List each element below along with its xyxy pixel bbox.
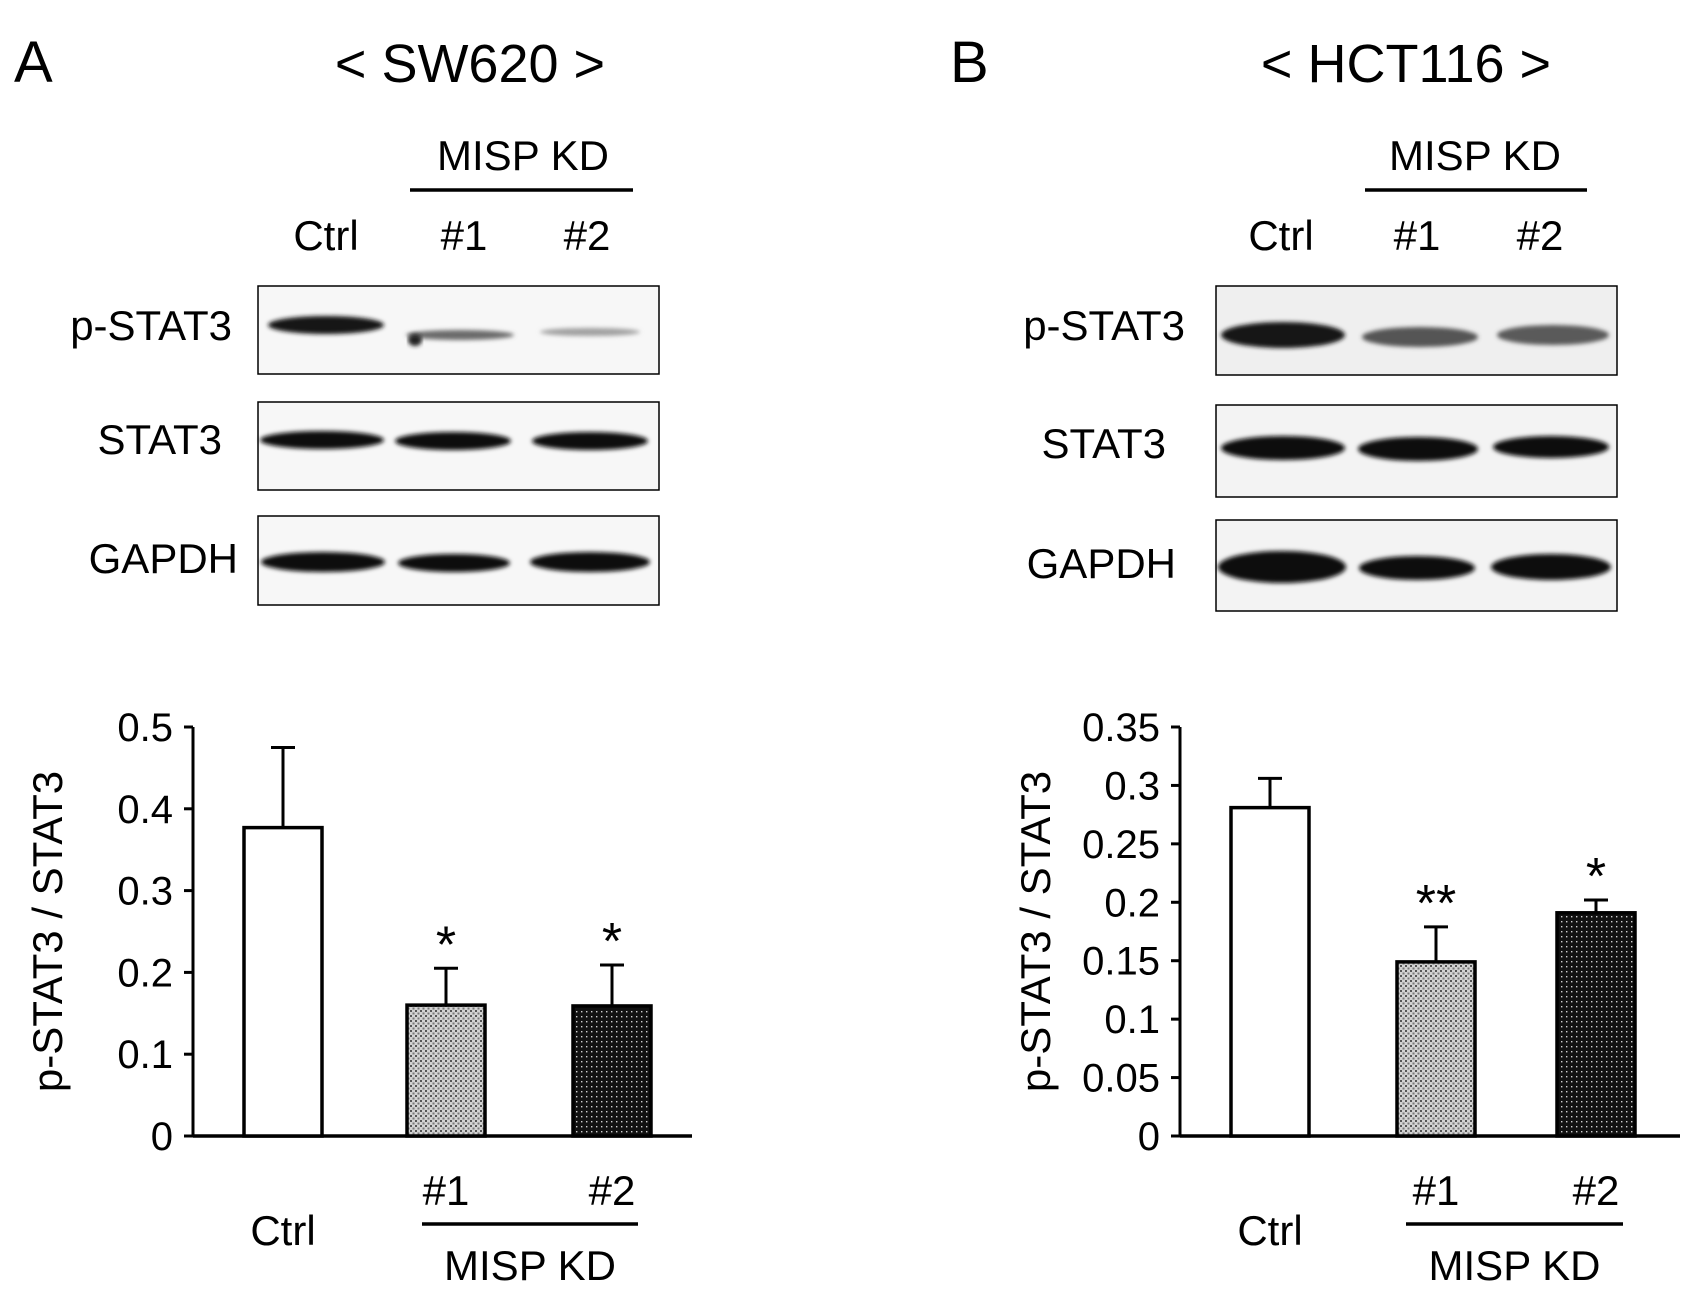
band <box>530 552 650 572</box>
panel-b-cell-line: < HCT116 > <box>1261 34 1551 94</box>
panel-b-lane-1: #1 <box>1394 212 1441 259</box>
category-label: #2 <box>589 1167 636 1214</box>
significance-marker: * <box>436 916 456 974</box>
band <box>1497 325 1609 345</box>
category-label: #1 <box>1413 1167 1460 1214</box>
y-axis-label: p-STAT3 / STAT3 <box>24 771 71 1092</box>
y-tick-label: 0.15 <box>1082 940 1160 984</box>
group-label: MISP KD <box>444 1242 616 1289</box>
panel-b-group-label: MISP KD <box>1389 132 1561 179</box>
y-tick-label: 0.05 <box>1082 1057 1160 1101</box>
panel-b-lane-ctrl: Ctrl <box>1248 212 1313 259</box>
panel-b-row-stat3: STAT3 <box>1042 420 1166 467</box>
significance-marker: ** <box>1416 875 1456 933</box>
panel-b-row-pstat3: p-STAT3 <box>1023 302 1185 349</box>
band <box>395 432 511 450</box>
panel-a: A < SW620 > MISP KD Ctrl #1 #2 p-STAT3 S… <box>14 30 692 1289</box>
panel-a-lane-1: #1 <box>441 212 488 259</box>
band <box>532 432 648 450</box>
y-tick-label: 0.25 <box>1082 823 1160 867</box>
panel-b-blot-gapdh <box>1215 519 1618 612</box>
panel-a-lane-2: #2 <box>564 212 611 259</box>
band <box>1359 556 1475 580</box>
y-tick-label: 0.35 <box>1082 706 1160 750</box>
y-tick-label: 0 <box>1138 1115 1160 1159</box>
panel-a-chart: 0 0.1 0.2 0.3 0.4 0.5 p-STAT3 / STAT3 Ctrl * #1 * #… <box>24 706 692 1289</box>
bar <box>571 1004 653 1138</box>
panel-b-blot-pstat3 <box>1215 285 1618 376</box>
panel-a-lane-ctrl: Ctrl <box>293 212 358 259</box>
y-tick-label: 0.5 <box>117 706 173 750</box>
y-tick-label: 0 <box>151 1115 173 1159</box>
band <box>1493 436 1609 458</box>
y-tick-label: 0.3 <box>117 870 173 914</box>
band <box>1491 554 1611 580</box>
band <box>260 431 384 449</box>
panel-a-row-gapdh: GAPDH <box>89 535 238 582</box>
bar <box>1229 805 1311 1138</box>
bar <box>1555 911 1637 1138</box>
panel-a-blot-stat3 <box>257 401 660 491</box>
significance-marker: * <box>1586 848 1606 906</box>
band <box>261 552 385 572</box>
panel-b: B < HCT116 > MISP KD Ctrl #1 #2 p-STAT3 … <box>950 30 1680 1289</box>
bar <box>242 825 324 1138</box>
group-label: MISP KD <box>1429 1242 1601 1289</box>
band <box>406 330 514 340</box>
bar <box>1395 960 1477 1138</box>
bar <box>405 1003 487 1138</box>
y-tick-label: 0.3 <box>1104 764 1160 808</box>
band <box>408 334 422 346</box>
band <box>268 316 384 334</box>
band <box>1362 327 1478 347</box>
panel-a-letter: A <box>14 30 53 95</box>
category-label: Ctrl <box>1237 1207 1302 1254</box>
band <box>1358 437 1478 461</box>
significance-marker: * <box>602 913 622 971</box>
band <box>1221 322 1345 348</box>
panel-b-lane-2: #2 <box>1517 212 1564 259</box>
band <box>1221 436 1345 460</box>
y-tick-label: 0.1 <box>1104 998 1160 1042</box>
panel-b-row-gapdh: GAPDH <box>1027 540 1176 587</box>
panel-a-blot-gapdh <box>257 515 660 606</box>
panel-a-cell-line: < SW620 > <box>335 34 605 94</box>
panel-b-chart: 0 0.05 0.1 0.15 0.2 0.25 0.3 0.35 p-STAT3 / STAT… <box>1012 706 1680 1289</box>
y-tick-label: 0.2 <box>117 951 173 995</box>
band <box>398 554 510 572</box>
y-axis-label: p-STAT3 / STAT3 <box>1012 771 1059 1092</box>
category-label: #1 <box>423 1167 470 1214</box>
band <box>540 328 640 336</box>
category-label: Ctrl <box>250 1207 315 1254</box>
y-tick-label: 0.2 <box>1104 881 1160 925</box>
panel-b-letter: B <box>950 30 989 95</box>
panel-a-group-label: MISP KD <box>437 132 609 179</box>
panel-b-blot-stat3 <box>1215 404 1618 498</box>
panel-a-blot-pstat3 <box>257 285 660 375</box>
panel-a-row-pstat3: p-STAT3 <box>70 302 232 349</box>
category-label: #2 <box>1573 1167 1620 1214</box>
y-tick-label: 0.4 <box>117 788 173 832</box>
panel-a-row-stat3: STAT3 <box>98 416 222 463</box>
y-tick-label: 0.1 <box>117 1033 173 1077</box>
band <box>1218 551 1346 583</box>
